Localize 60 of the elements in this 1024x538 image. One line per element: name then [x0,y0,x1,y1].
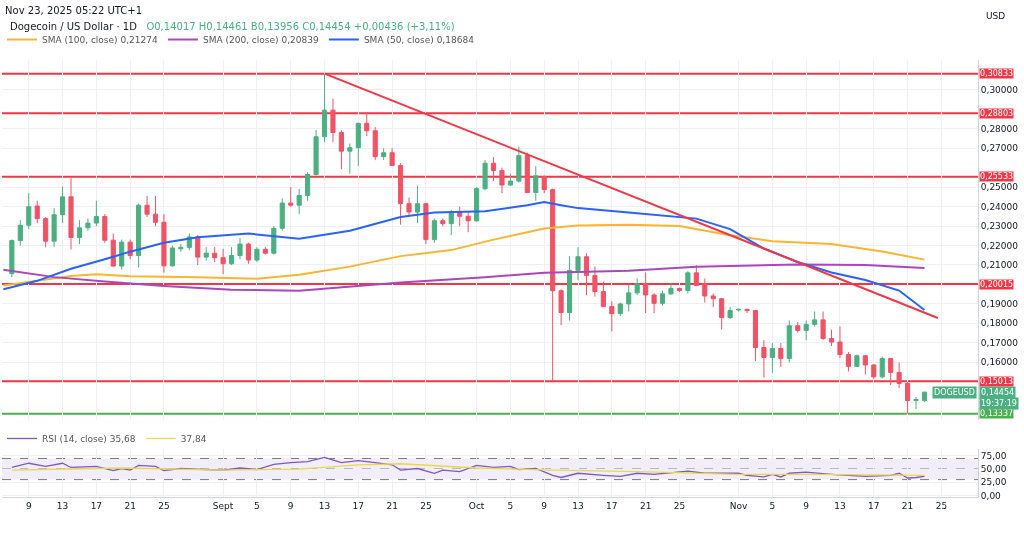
y-tick-label: 0,28000 [980,123,1019,134]
y-axis-title: USD [986,11,1006,21]
legend-label: SMA (50, close) 0,18684 [363,35,475,46]
x-tick-label: 21 [124,500,136,511]
x-tick-label: 13 [56,500,69,511]
ref-line-label: 0,15013 [980,377,1014,386]
chart-subtitle: Dogecoin / US Dollar · 1D [10,21,138,32]
x-tick-label: 25 [420,500,432,511]
x-tick-label: Nov [729,500,749,511]
y-tick-label: 25,00 [980,477,1007,488]
x-tick-label: 17 [606,500,618,511]
ref-line-label: 0,25533 [980,172,1014,181]
chart-title: Nov 23, 2025 05:22 UTC+1 [5,4,143,16]
x-tick-label: 17 [90,500,103,511]
y-tick-label: 75,00 [980,451,1007,462]
x-tick-label: 9 [287,500,294,511]
legend-label: SMA (100, close) 0,21274 [42,35,158,46]
legend-label: RSI (14, close) 35,68 [42,434,136,445]
x-tick-label: 5 [507,500,514,511]
ref-line-label: 0,30833 [980,69,1014,78]
annotation: 0,14454 [981,388,1015,397]
x-tick-label: 5 [769,500,776,511]
x-tick-label: 9 [25,500,32,511]
y-tick-label: 0,23000 [980,221,1019,232]
y-tick-label: 0,24000 [980,201,1019,212]
x-tick-label: 25 [673,500,686,511]
x-tick-label: 13 [572,500,584,511]
x-tick-label: Sept [212,500,234,511]
y-tick-label: 0,16000 [980,357,1019,368]
x-tick-label: 17 [868,500,880,511]
y-tick-label: 0,25000 [980,182,1019,193]
y-tick-label: 50,00 [980,464,1007,475]
x-tick-label: 25 [935,500,948,511]
ref-line-label: 0,13337 [980,409,1014,418]
x-tick-label: 13 [318,500,331,511]
legend-label: SMA (200, close) 0,20839 [202,35,319,46]
x-tick-label: 25 [158,500,170,511]
x-tick-label: 17 [352,500,365,511]
x-tick-label: 13 [834,500,846,511]
x-tick-label: 9 [803,500,810,511]
y-tick-label: 0,30000 [980,85,1019,96]
y-tick-label: 0,21000 [980,260,1019,271]
ref-line-label: 0,28803 [980,109,1014,118]
x-tick-label: 21 [901,500,914,511]
y-tick-label: 0,18000 [980,318,1019,329]
legend-label: 37,84 [180,434,207,445]
text: 19:37:19 [981,399,1017,408]
y-tick-label: 0,17000 [980,337,1019,348]
y-tick-label: 0,27000 [980,143,1019,154]
annotation: DOGEUSD [934,388,975,397]
x-tick-label: 21 [386,500,398,511]
y-tick-label: 0,19000 [980,298,1019,309]
ref-line-label: 0,20015 [980,280,1014,289]
x-tick-label: 9 [541,500,548,511]
x-tick-label: 5 [254,500,260,511]
x-tick-label: 21 [639,500,652,511]
x-tick-label: Oct [468,500,485,511]
y-tick-label: 0,22000 [980,240,1019,251]
y-tick-label: 0,00 [980,490,1002,501]
text: O0,14017 H0,14461 B0,13956 C0,14454 +0,00436 (+3,11%) [146,21,455,32]
